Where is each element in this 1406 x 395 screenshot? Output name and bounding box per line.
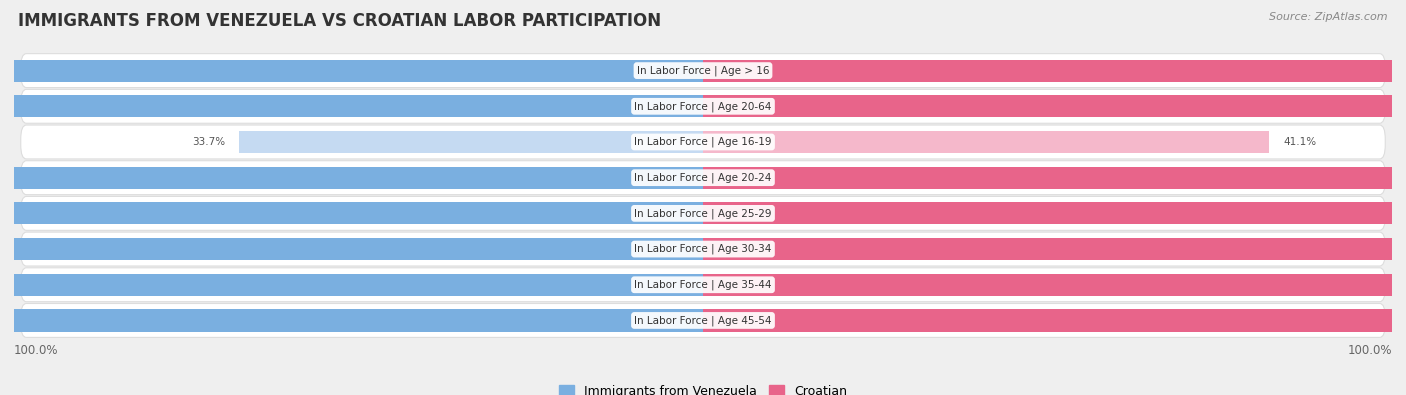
FancyBboxPatch shape bbox=[21, 303, 1385, 337]
Text: In Labor Force | Age 35-44: In Labor Force | Age 35-44 bbox=[634, 280, 772, 290]
Text: In Labor Force | Age 20-24: In Labor Force | Age 20-24 bbox=[634, 173, 772, 183]
Bar bbox=[0, 167, 703, 189]
Bar bbox=[0, 274, 703, 296]
Bar bbox=[0, 95, 703, 117]
Text: 33.7%: 33.7% bbox=[191, 137, 225, 147]
Bar bbox=[0, 238, 703, 260]
Bar bbox=[239, 131, 703, 153]
FancyBboxPatch shape bbox=[21, 161, 1385, 195]
Legend: Immigrants from Venezuela, Croatian: Immigrants from Venezuela, Croatian bbox=[554, 380, 852, 395]
Text: IMMIGRANTS FROM VENEZUELA VS CROATIAN LABOR PARTICIPATION: IMMIGRANTS FROM VENEZUELA VS CROATIAN LA… bbox=[18, 12, 661, 30]
FancyBboxPatch shape bbox=[21, 196, 1385, 230]
FancyBboxPatch shape bbox=[21, 268, 1385, 302]
Bar bbox=[703, 309, 1406, 331]
Text: In Labor Force | Age > 16: In Labor Force | Age > 16 bbox=[637, 65, 769, 76]
Text: In Labor Force | Age 45-54: In Labor Force | Age 45-54 bbox=[634, 315, 772, 326]
Bar bbox=[703, 202, 1406, 224]
Text: 100.0%: 100.0% bbox=[1347, 344, 1392, 357]
Text: Source: ZipAtlas.com: Source: ZipAtlas.com bbox=[1270, 12, 1388, 22]
FancyBboxPatch shape bbox=[21, 89, 1385, 123]
Bar bbox=[0, 309, 703, 331]
Text: In Labor Force | Age 25-29: In Labor Force | Age 25-29 bbox=[634, 208, 772, 218]
Text: In Labor Force | Age 16-19: In Labor Force | Age 16-19 bbox=[634, 137, 772, 147]
Bar bbox=[703, 274, 1406, 296]
Bar bbox=[703, 238, 1406, 260]
Text: In Labor Force | Age 30-34: In Labor Force | Age 30-34 bbox=[634, 244, 772, 254]
Bar bbox=[0, 60, 703, 82]
Text: 100.0%: 100.0% bbox=[14, 344, 59, 357]
Text: In Labor Force | Age 20-64: In Labor Force | Age 20-64 bbox=[634, 101, 772, 111]
FancyBboxPatch shape bbox=[21, 125, 1385, 159]
FancyBboxPatch shape bbox=[21, 232, 1385, 266]
Bar bbox=[703, 60, 1406, 82]
Bar bbox=[703, 167, 1406, 189]
Bar bbox=[703, 131, 1270, 153]
Text: 41.1%: 41.1% bbox=[1284, 137, 1316, 147]
Bar bbox=[0, 202, 703, 224]
FancyBboxPatch shape bbox=[21, 54, 1385, 88]
Bar bbox=[703, 95, 1406, 117]
